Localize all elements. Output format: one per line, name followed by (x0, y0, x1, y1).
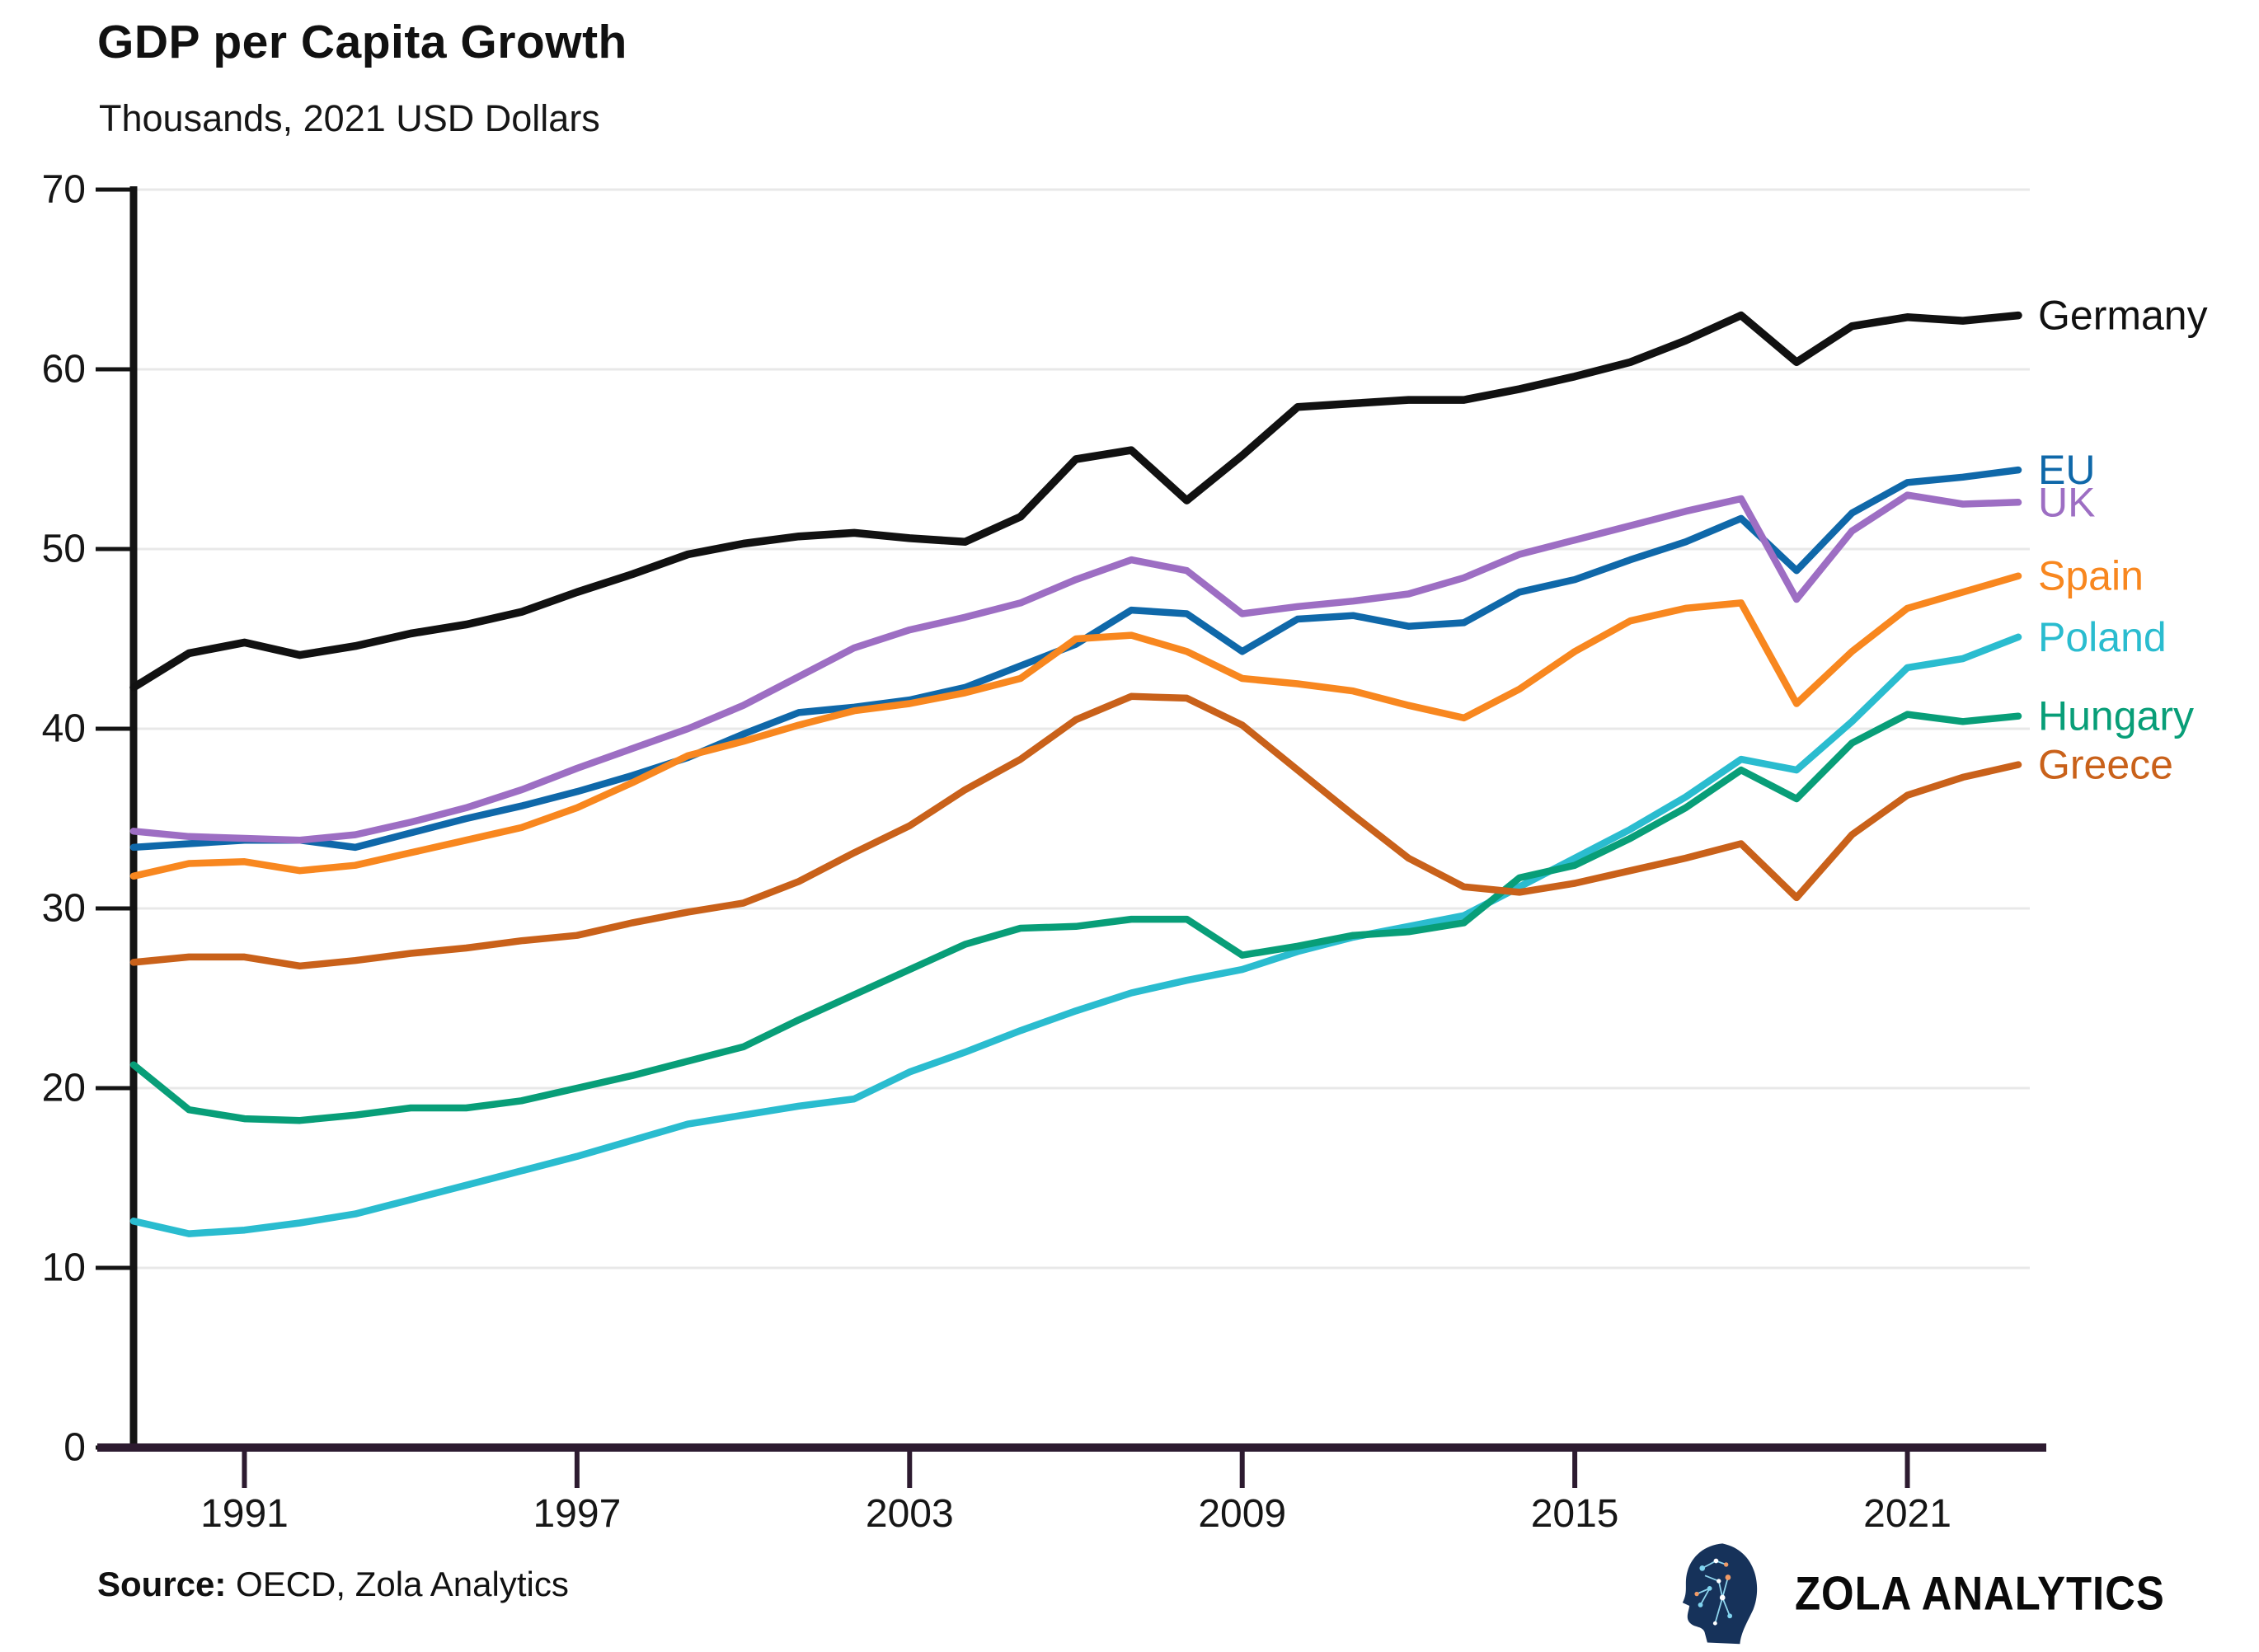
source-text: OECD, Zola Analytics (226, 1565, 569, 1603)
series-end-label-germany: Germany (2038, 293, 2208, 339)
source-label: Source: (97, 1565, 227, 1603)
x-tick-label: 2003 (866, 1492, 954, 1536)
y-tick-label: 60 (42, 348, 86, 392)
series-line-greece (129, 692, 2022, 970)
y-tick-label: 0 (63, 1426, 86, 1470)
head-silhouette (1682, 1543, 1757, 1645)
y-tick-label: 50 (42, 528, 86, 571)
y-tick-label: 30 (42, 887, 86, 931)
x-tick-label: 1997 (533, 1492, 621, 1536)
series-line-uk (129, 491, 2022, 844)
y-tick-label: 20 (42, 1067, 86, 1110)
series-end-label-poland: Poland (2038, 614, 2167, 660)
y-tick-label: 40 (42, 707, 86, 751)
x-tick-label: 1991 (200, 1492, 289, 1536)
series-end-label-uk: UK (2038, 479, 2095, 525)
series-end-label-eu: EU (2038, 447, 2095, 493)
chart-title: GDP per Capita Growth (97, 16, 627, 68)
brand-lockup: ZOLA ANALYTICS (1674, 1540, 2180, 1647)
x-tick-label: 2021 (1863, 1492, 1951, 1536)
series-line-poland (129, 633, 2022, 1237)
series-line-germany (129, 311, 2022, 692)
source-note: Source: OECD, Zola Analytics (97, 1565, 569, 1604)
head-circuit-icon (1682, 1543, 1757, 1645)
y-tick-label: 10 (42, 1246, 86, 1290)
series-end-label-hungary: Hungary (2038, 693, 2194, 739)
series-end-label-greece: Greece (2038, 742, 2173, 788)
brand-name: ZOLA ANALYTICS (1794, 1567, 2165, 1620)
y-tick-label: 70 (42, 168, 86, 212)
x-tick-label: 2009 (1198, 1492, 1286, 1536)
series-line-spain (129, 572, 2022, 880)
series-end-label-spain: Spain (2038, 553, 2144, 599)
circuit-nodes (1693, 1558, 1732, 1626)
chart-subtitle: Thousands, 2021 USD Dollars (99, 97, 600, 139)
x-tick-label: 2015 (1531, 1492, 1619, 1536)
series-line-hungary (129, 711, 2022, 1124)
series-line-eu (129, 466, 2022, 852)
